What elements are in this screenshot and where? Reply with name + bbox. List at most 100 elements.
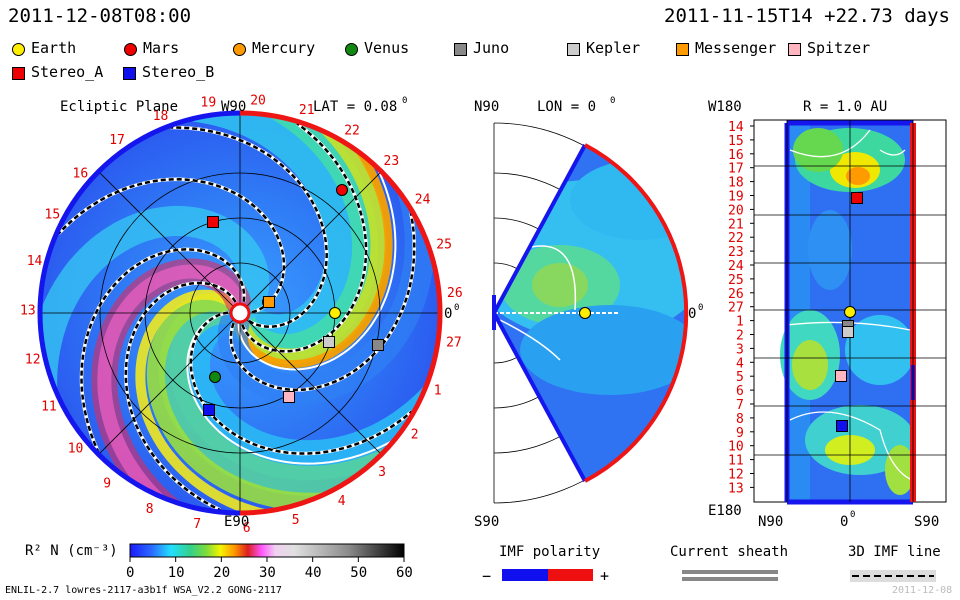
mercury-legend-label: Mercury <box>252 39 316 57</box>
ecliptic-zero-label: 0 <box>444 306 452 322</box>
lon-degree: 0 <box>610 96 615 106</box>
r-row-label: 2 <box>736 329 744 344</box>
r-row-label: 25 <box>728 273 744 288</box>
r-row-label: 7 <box>736 398 744 413</box>
stereo-b-legend-label: Stereo_B <box>142 63 215 81</box>
kepler-r-marker <box>842 326 854 338</box>
imf-plus: + <box>600 567 609 585</box>
imf-negative-bar <box>502 569 548 581</box>
r-row-label: 21 <box>728 217 744 232</box>
carrington-label: 4 <box>338 494 346 509</box>
earth-r-marker <box>844 306 856 318</box>
juno-marker <box>372 339 384 351</box>
carrington-label: 6 <box>243 521 251 536</box>
r-row-label: 5 <box>736 370 744 385</box>
current-sheath-legend: Current sheath <box>670 544 788 581</box>
r-map-plot <box>753 119 947 505</box>
carrington-label: 25 <box>436 237 452 252</box>
imf3d-title: 3D IMF line <box>848 544 941 560</box>
carrington-label: 1 <box>434 384 442 399</box>
spitzer-marker <box>283 391 295 403</box>
lat-degree: 0 <box>402 96 407 106</box>
e90-label: E90 <box>224 514 249 530</box>
imf-minus: − <box>482 567 491 585</box>
n90-label: N90 <box>474 99 499 115</box>
r-row-label: 15 <box>728 134 744 149</box>
s90-label: S90 <box>474 514 499 530</box>
carrington-label: 21 <box>299 103 315 118</box>
r-zero-degree: 0 <box>850 510 855 520</box>
spitzer-legend-marker <box>788 43 801 56</box>
r-row-label: 4 <box>736 356 744 371</box>
e180-label: E180 <box>708 503 742 519</box>
messenger-legend-label: Messenger <box>695 39 777 57</box>
colorbar-tick: 50 <box>350 565 367 581</box>
carrington-label: 9 <box>103 476 111 491</box>
reference-time: 2011-11-15T14 +22.73 days <box>664 5 950 27</box>
r-row-label: 23 <box>728 245 744 260</box>
r-row-label: 24 <box>728 259 744 274</box>
lon-zero-degree: 0 <box>698 303 703 313</box>
venus-legend-marker <box>345 43 358 56</box>
ecliptic-plane-plot: 19 20212223242526271234567891011121314151… <box>20 94 463 536</box>
r-row-label: 26 <box>728 287 744 302</box>
r-row-label: 22 <box>728 231 744 246</box>
lon-title: LON = 0 <box>537 99 596 115</box>
kepler-marker <box>323 336 335 348</box>
earth-marker <box>329 307 341 319</box>
r-row-label: 8 <box>736 412 744 427</box>
carrington-label: 22 <box>344 124 360 139</box>
carrington-label: 11 <box>41 400 57 415</box>
mercury-legend-marker <box>233 43 246 56</box>
r-row-label: 16 <box>728 148 744 163</box>
r-row-label: 20 <box>728 203 744 218</box>
carrington-label: 3 <box>378 465 386 480</box>
r-n90-label: N90 <box>758 514 783 530</box>
w180-label: W180 <box>708 99 742 115</box>
carrington-label: 2 <box>411 428 419 443</box>
stereo-a-legend-label: Stereo_A <box>31 63 104 81</box>
stereo-a-marker <box>207 216 219 228</box>
colorbar-tick: 10 <box>168 565 185 581</box>
r-row-label: 13 <box>728 481 744 496</box>
carrington-label: 18 <box>153 109 169 124</box>
messenger-marker <box>263 296 275 308</box>
imf3d-legend: 3D IMF line <box>848 544 941 582</box>
carrington-label: 19 <box>201 96 217 111</box>
spitzer-legend-label: Spitzer <box>807 39 871 57</box>
mars-legend-marker <box>124 43 137 56</box>
mars-marker <box>336 184 348 196</box>
stereo-b-r-marker <box>836 420 848 432</box>
r-row-label: 14 <box>728 120 744 135</box>
mars-r-marker <box>851 192 863 204</box>
lon-zero-label: 0 <box>688 306 696 322</box>
lon-slice-plot <box>492 122 689 504</box>
carrington-label: 16 <box>73 167 89 182</box>
model-version: ENLIL-2.7 lowres-2117-a3b1f WSA_V2.2 GON… <box>5 585 282 596</box>
earth-legend-marker <box>12 43 25 56</box>
juno-legend-marker <box>454 43 467 56</box>
mars-legend-label: Mars <box>143 39 180 57</box>
r-row-label: 3 <box>736 342 744 357</box>
sheath-title: Current sheath <box>670 544 788 560</box>
stereo-a-legend-marker <box>12 67 25 80</box>
kepler-legend-marker <box>567 43 580 56</box>
r-row-label: 11 <box>728 454 744 469</box>
density-colorbar: R² N (cm⁻³) 0 10 20 30 40 50 60 <box>25 543 413 581</box>
ecliptic-zero-degree: 0 <box>454 303 459 313</box>
r-row-label: 27 <box>728 301 744 316</box>
carrington-label: 15 <box>45 208 61 223</box>
carrington-label: 5 <box>292 513 300 528</box>
r-zero-label: 0 <box>840 514 848 530</box>
carrington-label: 14 <box>27 254 43 269</box>
earth-marker-lon <box>579 307 591 319</box>
r-row-label: 6 <box>736 384 744 399</box>
r-s90-label: S90 <box>914 514 939 530</box>
r-row-label: 19 <box>728 190 744 205</box>
venus-marker <box>209 371 221 383</box>
messenger-legend-marker <box>676 43 689 56</box>
imf-polarity-legend: IMF polarity − + <box>482 544 609 585</box>
r-row-label: 1 <box>736 315 744 330</box>
r-row-label: 9 <box>736 426 744 441</box>
